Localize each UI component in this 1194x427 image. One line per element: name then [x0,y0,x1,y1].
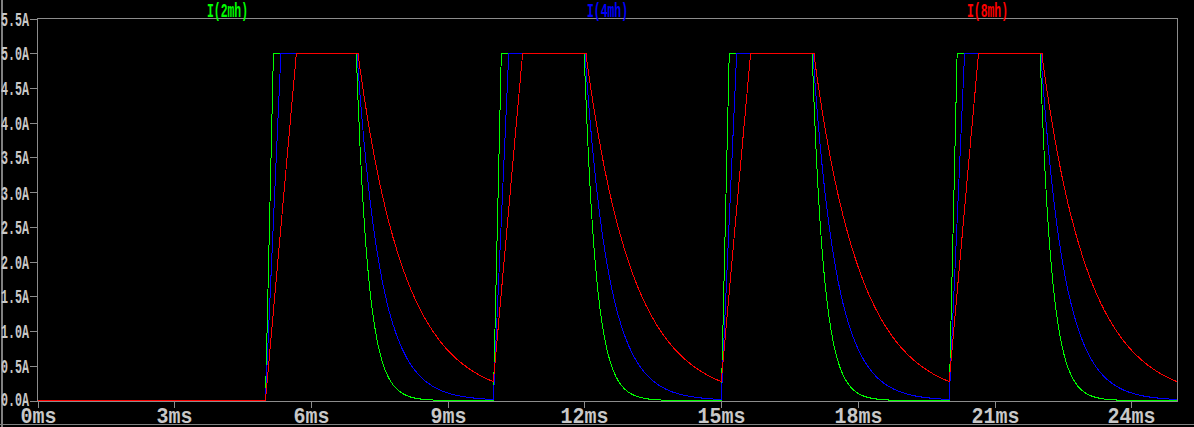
x-tick-label: 3ms [156,405,192,427]
x-tick-label: 12ms [561,405,609,427]
y-tick-label: 5.0A [1,43,29,66]
x-tick-label: 15ms [698,405,746,427]
y-tick-label: 1.5A [1,286,29,309]
y-tick-label: 2.0A [1,252,29,275]
waveform-plot[interactable]: 0.0A0.5A1.0A1.5A2.0A2.5A3.0A3.5A4.0A4.5A… [0,0,1194,427]
waveform-viewer: 0.0A0.5A1.0A1.5A2.0A2.5A3.0A3.5A4.0A4.5A… [0,0,1194,427]
y-tick-label: 4.5A [1,78,29,101]
legend-label-i4mh[interactable]: I(4mh) [587,1,628,23]
x-tick-label: 6ms [293,405,329,427]
x-tick-label: 18ms [835,405,883,427]
y-tick-label: 0.5A [1,356,29,379]
trace-i8mh [38,53,1178,400]
y-tick-label: 5.5A [1,9,29,32]
plot-border [38,19,1178,402]
legend-label-i8mh[interactable]: I(8mh) [967,1,1008,23]
x-tick-label: 9ms [430,405,466,427]
trace-i4mh [38,53,1178,400]
y-tick-label: 4.0A [1,113,29,136]
legend-label-i2mh[interactable]: I(2mh) [207,1,248,23]
trace-i2mh [38,53,1178,400]
y-tick-label: 1.0A [1,321,29,344]
x-tick-label: 0ms [20,405,56,427]
y-tick-label: 3.0A [1,182,29,205]
x-tick-label: 21ms [972,405,1020,427]
x-tick-label: 24ms [1108,405,1156,427]
y-tick-label: 2.5A [1,217,29,240]
y-tick-label: 3.5A [1,147,29,170]
